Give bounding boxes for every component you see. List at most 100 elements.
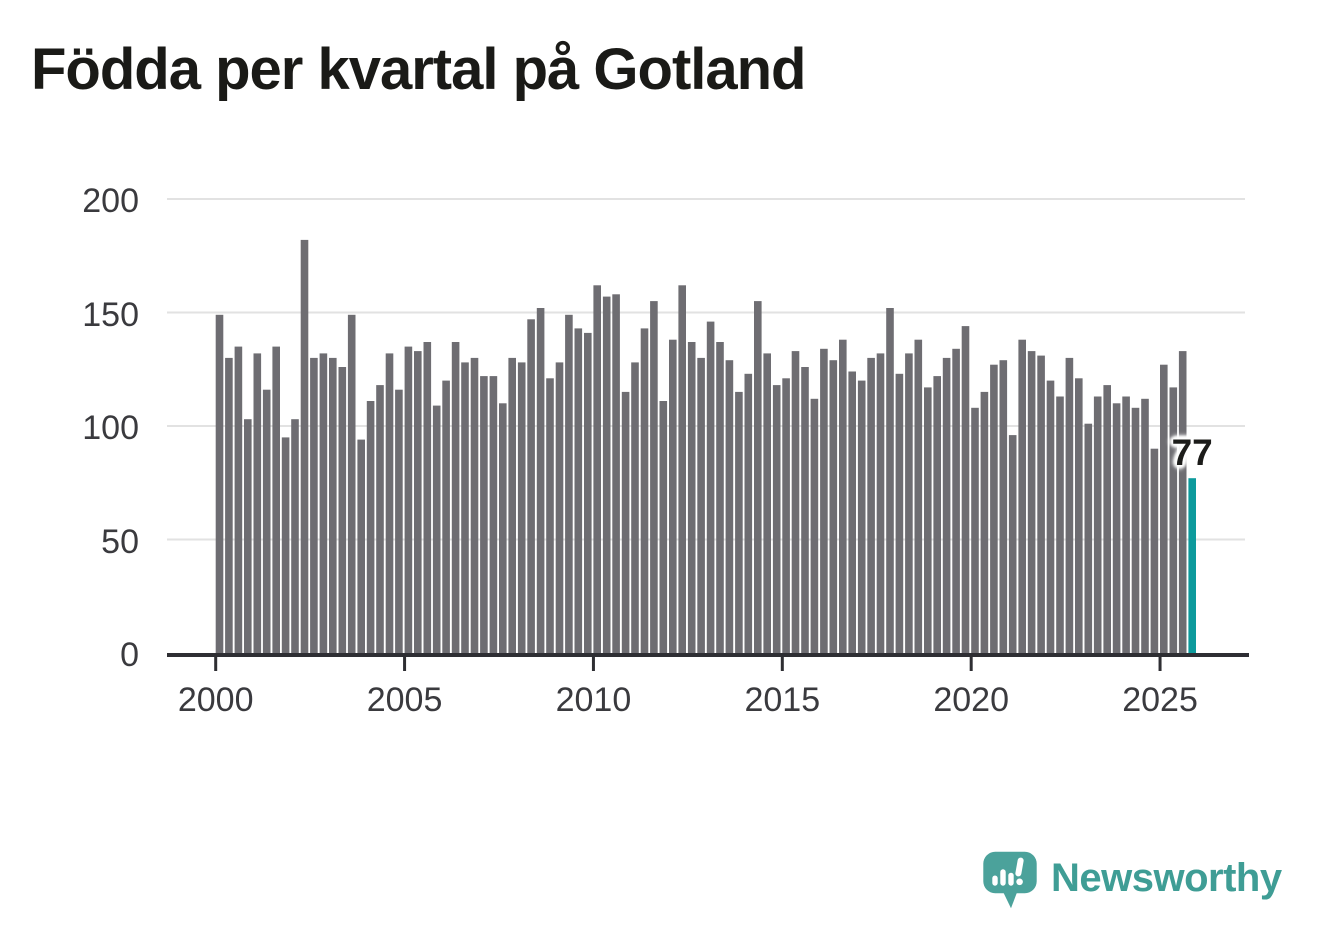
bar — [876, 353, 885, 653]
bar — [1169, 387, 1178, 653]
x-tick-label: 2015 — [744, 681, 821, 719]
bar — [385, 353, 394, 653]
bar — [905, 353, 913, 653]
bar — [1046, 380, 1055, 653]
highlighted-bar — [1188, 478, 1196, 653]
bar — [291, 419, 299, 653]
bar — [1141, 398, 1149, 653]
bar — [442, 380, 450, 653]
bar — [1037, 355, 1045, 653]
bar — [782, 378, 790, 653]
bar — [716, 342, 724, 653]
x-tick-label: 2000 — [177, 681, 254, 719]
bar — [376, 385, 384, 653]
bar — [952, 348, 960, 653]
bar — [810, 398, 819, 653]
bar — [659, 401, 668, 653]
bar — [215, 314, 224, 653]
x-tick-label: 2005 — [366, 681, 443, 719]
bar — [1103, 385, 1111, 653]
x-tick-label: 2025 — [1122, 681, 1198, 719]
bar — [508, 357, 516, 653]
bar — [924, 387, 932, 653]
bar — [499, 403, 507, 653]
x-tick-mark — [591, 657, 595, 671]
bar — [357, 439, 365, 653]
bar — [801, 367, 809, 653]
bar — [867, 357, 875, 653]
bar — [999, 360, 1008, 653]
bar — [886, 308, 894, 653]
bar — [1178, 351, 1187, 653]
bar — [489, 376, 498, 653]
bar — [1075, 378, 1083, 653]
bar — [971, 407, 979, 653]
bar — [933, 376, 941, 653]
bar — [329, 357, 337, 653]
bar — [1093, 396, 1102, 653]
bar — [857, 380, 866, 653]
bar — [300, 239, 309, 653]
bar — [584, 332, 592, 653]
bar — [366, 401, 375, 653]
bar — [1065, 357, 1074, 653]
bar — [631, 362, 639, 653]
bar — [310, 357, 318, 653]
bar — [338, 367, 347, 653]
bar — [706, 321, 715, 653]
bar — [1018, 339, 1026, 653]
y-tick-label: 150 — [82, 295, 139, 334]
bar — [281, 437, 290, 654]
bar — [546, 378, 554, 653]
bar — [961, 326, 970, 653]
bar — [829, 360, 838, 653]
bar — [820, 348, 828, 653]
bar — [744, 373, 753, 653]
bar — [404, 346, 413, 653]
bar — [1027, 351, 1036, 653]
bar — [678, 285, 686, 653]
bar — [650, 301, 658, 653]
bar — [1008, 435, 1017, 653]
chart-title: Födda per kvartal på Gotland — [31, 37, 806, 102]
bar — [593, 285, 601, 653]
bar — [1084, 423, 1093, 653]
bar — [640, 328, 649, 653]
bar — [1150, 448, 1159, 653]
bar — [763, 353, 771, 653]
x-tick-label: 2010 — [555, 681, 632, 719]
bar — [225, 357, 233, 653]
bar — [772, 385, 781, 653]
bar — [1112, 403, 1121, 653]
bar — [565, 314, 573, 653]
y-tick-label: 100 — [82, 409, 139, 447]
bar — [735, 391, 743, 653]
y-tick-label: 50 — [101, 522, 139, 561]
bar — [451, 342, 460, 653]
y-tick-label: 0 — [120, 636, 139, 674]
bar — [990, 364, 998, 653]
bar — [895, 373, 904, 653]
bar — [480, 376, 488, 653]
bar — [980, 391, 989, 653]
bar — [914, 339, 923, 653]
x-tick-mark — [969, 657, 973, 671]
bar — [461, 362, 469, 653]
bar — [423, 342, 432, 653]
bar — [612, 294, 620, 653]
bar — [848, 371, 856, 653]
x-tick-mark — [1158, 657, 1162, 671]
bar — [536, 308, 545, 653]
bar — [697, 357, 705, 653]
bar — [839, 339, 847, 653]
bar — [574, 328, 583, 653]
bar — [1160, 364, 1168, 653]
bar — [669, 339, 677, 653]
bar — [234, 346, 243, 653]
bar — [253, 353, 262, 653]
bar — [470, 357, 479, 653]
last-value-label: 77 — [1171, 432, 1213, 474]
bar — [555, 362, 564, 653]
